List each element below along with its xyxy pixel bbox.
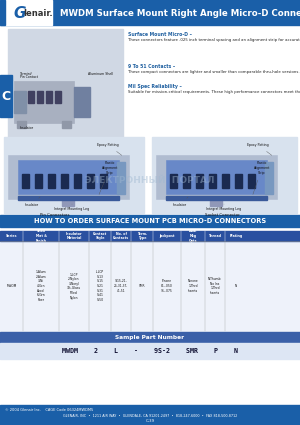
Text: Plating: Plating — [230, 234, 243, 238]
Text: ЭЛЕКТРОННЫЙ  ПОРТАЛ: ЭЛЕКТРОННЫЙ ПОРТАЛ — [85, 176, 215, 184]
Text: N-none
1-Thrd
Inserts: N-none 1-Thrd Inserts — [188, 279, 198, 292]
Text: Sample Part Number: Sample Part Number — [116, 335, 184, 340]
Text: Epoxy Potting: Epoxy Potting — [97, 143, 122, 155]
Bar — [74, 174, 81, 188]
Text: P-none
81-.050
91-.075: P-none 81-.050 91-.075 — [161, 279, 173, 292]
Text: Termini/: Termini/ — [20, 72, 33, 76]
Bar — [156, 155, 277, 199]
Text: Insulator
Material: Insulator Material — [66, 232, 82, 240]
Text: No. of
Contacts: No. of Contacts — [113, 232, 129, 240]
Text: Addl
Mtg
Opts: Addl Mtg Opts — [189, 230, 197, 243]
Text: These connectors feature .025 inch terminal spacing and an alignment strip for a: These connectors feature .025 inch termi… — [128, 38, 300, 42]
Text: C: C — [2, 90, 10, 102]
Bar — [14, 91, 26, 113]
Bar — [18, 196, 119, 200]
Text: Contact
Style: Contact Style — [93, 232, 107, 240]
Text: 1-LCP
2-Nylon
3-Noryl
3%-Glass
Filled
Nylon: 1-LCP 2-Nylon 3-Noryl 3%-Glass Filled Ny… — [67, 272, 81, 300]
Bar — [35, 174, 42, 188]
Bar — [74, 87, 90, 117]
Text: Mil Spec Reliability –: Mil Spec Reliability – — [128, 84, 182, 89]
Bar — [48, 174, 55, 188]
Bar — [170, 174, 177, 188]
Text: Shell
Mat &
Finish: Shell Mat & Finish — [35, 230, 46, 243]
Bar — [0, 0, 5, 25]
Bar — [17, 121, 26, 128]
Bar — [166, 196, 267, 200]
Bar — [4, 137, 144, 213]
Bar — [0, 0, 52, 25]
Text: HOW TO ORDER SURFACE MOUNT PCB MICRO-D CONNECTORS: HOW TO ORDER SURFACE MOUNT PCB MICRO-D C… — [34, 218, 266, 224]
Text: Pin Contact: Pin Contact — [20, 75, 38, 79]
Bar — [0, 75, 12, 117]
Text: Plastic
Alignment
Strip: Plastic Alignment Strip — [253, 162, 270, 194]
Text: 9 To 51 Contacts –: 9 To 51 Contacts – — [128, 64, 175, 69]
Bar — [222, 174, 229, 188]
Bar — [0, 343, 300, 359]
Bar — [37, 91, 43, 103]
Bar — [117, 162, 125, 194]
Bar — [18, 160, 119, 194]
Bar — [62, 121, 71, 128]
Text: 9,15,21,
25,31,37,
41,51: 9,15,21, 25,31,37, 41,51 — [114, 279, 128, 292]
Text: Series: Series — [6, 234, 18, 238]
Bar — [61, 174, 68, 188]
Text: GLENAIR, INC  •  1211 AIR WAY  •  GLENDALE, CA 91201-2497  •  818-247-6000  •  F: GLENAIR, INC • 1211 AIR WAY • GLENDALE, … — [63, 414, 237, 418]
Text: lenair.: lenair. — [23, 8, 52, 17]
Bar — [0, 405, 300, 425]
Text: © 2004 Glenair Inc.    CAGE Code 06324MWDM5: © 2004 Glenair Inc. CAGE Code 06324MWDM5 — [5, 408, 93, 412]
Bar — [14, 81, 74, 123]
Text: MWDM: MWDM — [7, 284, 17, 288]
Text: Socket Connector: Socket Connector — [205, 213, 239, 217]
Bar — [0, 332, 300, 343]
Text: C-39: C-39 — [146, 419, 154, 423]
Bar — [183, 174, 190, 188]
Text: Insulator: Insulator — [25, 197, 40, 207]
Bar — [100, 174, 107, 188]
Text: These compact connectors are lighter and smaller than comparable thru-hole versi: These compact connectors are lighter and… — [128, 70, 300, 74]
Text: MWDM Surface Mount Right Angle Micro-D Connectors: MWDM Surface Mount Right Angle Micro-D C… — [60, 8, 300, 17]
Text: Integral Mounting Leg: Integral Mounting Leg — [206, 204, 242, 211]
Text: N: N — [235, 284, 237, 288]
Bar — [209, 174, 216, 188]
Text: Epoxy Potting: Epoxy Potting — [247, 143, 272, 155]
Bar — [152, 137, 297, 213]
Bar — [28, 91, 34, 103]
Bar — [210, 199, 222, 206]
Text: MWDM    2    L    -    9S-2    SMR    P    N: MWDM 2 L - 9S-2 SMR P N — [62, 348, 238, 354]
Bar — [55, 91, 61, 103]
Bar — [166, 160, 267, 194]
Text: Jackpost: Jackpost — [159, 234, 175, 238]
Text: N-Thumb
No Ins
1-Thrd
Inserts: N-Thumb No Ins 1-Thrd Inserts — [208, 277, 222, 295]
Bar — [46, 91, 52, 103]
Text: Insulator: Insulator — [20, 126, 34, 130]
Text: Aluminum Shell: Aluminum Shell — [88, 72, 113, 76]
Bar — [265, 162, 273, 194]
Text: Plastic
Alignment
Strip: Plastic Alignment Strip — [99, 162, 118, 194]
Bar — [235, 174, 242, 188]
Bar — [0, 231, 300, 241]
Text: Insulator: Insulator — [173, 197, 188, 207]
Bar — [248, 174, 255, 188]
Bar — [22, 174, 29, 188]
Text: Surface Mount Micro-D –: Surface Mount Micro-D – — [128, 32, 192, 37]
Bar — [8, 155, 129, 199]
Bar — [0, 0, 300, 25]
Bar — [0, 215, 300, 227]
Text: Thread: Thread — [208, 234, 221, 238]
Text: Suitable for mission-critical requirements. These high performance connectors me: Suitable for mission-critical requiremen… — [128, 90, 300, 94]
Bar — [8, 29, 123, 137]
Text: G: G — [13, 6, 26, 20]
Bar — [87, 174, 94, 188]
Text: Integral Mounting Leg: Integral Mounting Leg — [54, 204, 90, 211]
Bar — [0, 241, 300, 331]
Text: Term.
Type: Term. Type — [137, 232, 147, 240]
Text: SMR: SMR — [139, 284, 145, 288]
Text: 1-Alum
2-Alum
3-Ni
4-Grn
Anod
6-Grn
fiber: 1-Alum 2-Alum 3-Ni 4-Grn Anod 6-Grn fibe… — [36, 270, 46, 302]
Bar — [196, 174, 203, 188]
Text: L-LCP
S-13
S-15
S-21
S-31
S-41
S-50: L-LCP S-13 S-15 S-21 S-31 S-41 S-50 — [96, 270, 104, 302]
Bar — [62, 199, 74, 206]
Text: Pin Connectors: Pin Connectors — [40, 213, 70, 217]
